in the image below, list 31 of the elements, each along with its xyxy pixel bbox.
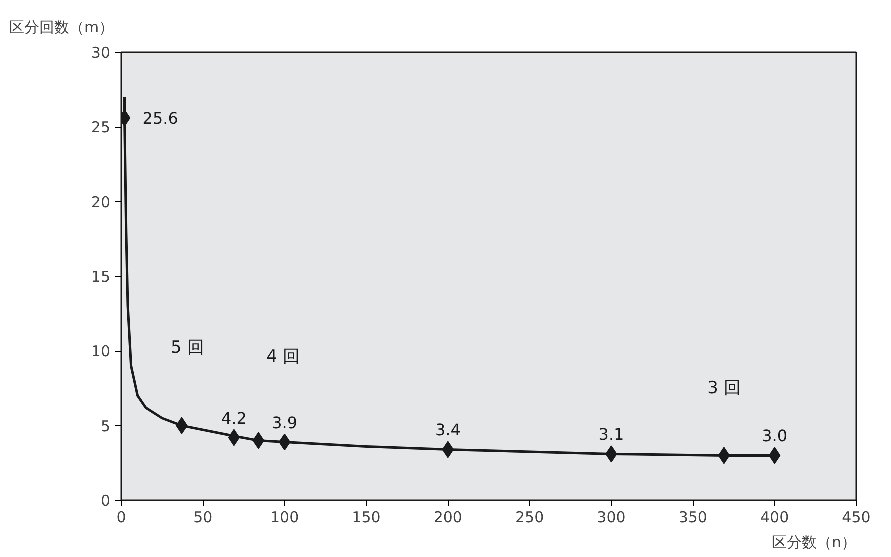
- data-label: 3.9: [272, 413, 298, 432]
- data-label: 3.0: [762, 426, 788, 446]
- y-tick-label: 0: [100, 492, 111, 510]
- y-tick-label: 20: [91, 193, 111, 212]
- point: [228, 429, 240, 446]
- x-tick-label: 100: [270, 508, 300, 526]
- x-tick-label: 200: [434, 508, 462, 526]
- y-tick-label: 10: [91, 342, 111, 361]
- y-tick-label: 15: [91, 268, 111, 286]
- data-label: 25.6: [142, 109, 178, 128]
- x-tick-label: 400: [760, 508, 790, 526]
- y-tick-label: 30: [91, 44, 111, 62]
- x-tick-label: 250: [516, 508, 544, 526]
- y-axis-title: 区分回数（m）: [10, 18, 114, 36]
- x-tick-label: 0: [116, 508, 126, 526]
- point: [252, 432, 265, 450]
- data-label: 4.2: [221, 408, 247, 428]
- data-label: 3.4: [435, 420, 461, 440]
- x-axis-title: 区分数（n）: [772, 534, 857, 552]
- annotation: 3 回: [708, 378, 741, 398]
- y-tick-label: 25: [91, 118, 111, 137]
- annotation: 5 回: [171, 338, 204, 358]
- data-label: 3.1: [598, 425, 624, 444]
- annotation: 4 回: [266, 347, 300, 368]
- x-tick-label: 450: [842, 508, 871, 526]
- x-tick-label: 50: [194, 508, 213, 526]
- x-tick-label: 150: [352, 508, 381, 526]
- y-tick-label: 5: [100, 417, 111, 436]
- point: [718, 447, 730, 464]
- x-tick-label: 350: [678, 508, 708, 526]
- x-tick-label: 300: [597, 508, 626, 526]
